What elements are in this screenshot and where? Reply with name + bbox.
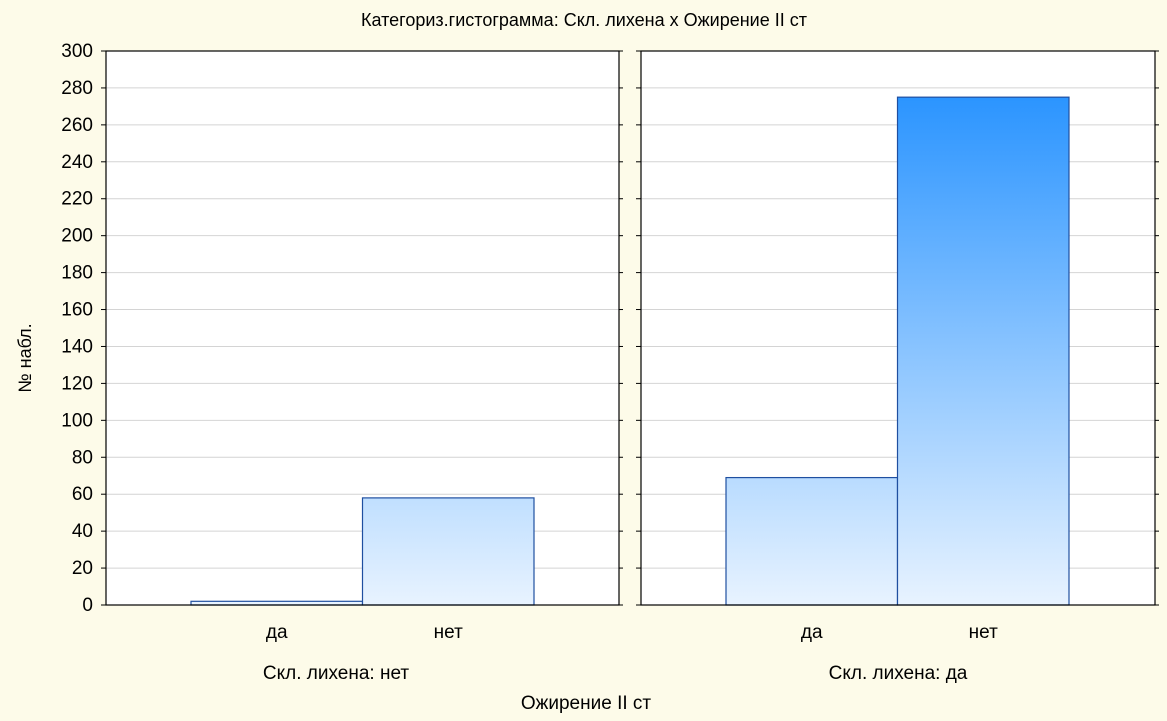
- y-axis-label: № набл.: [15, 323, 35, 392]
- x-tick-label: да: [801, 622, 823, 643]
- y-tick-label: 40: [72, 521, 93, 542]
- y-tick-label: 240: [61, 152, 93, 173]
- y-tick-label: 80: [72, 447, 93, 468]
- y-tick-label: 120: [61, 373, 93, 394]
- y-tick-label: 100: [61, 410, 93, 431]
- y-tick-label: 280: [61, 78, 93, 99]
- y-tick-label: 200: [61, 226, 93, 247]
- x-tick-label: нет: [969, 622, 998, 643]
- panel-1-frame: [105, 50, 620, 606]
- y-tick-label: 180: [61, 263, 93, 284]
- y-tick-label: 260: [61, 115, 93, 136]
- y-tick-label: 140: [61, 336, 93, 357]
- y-tick-label: 0: [82, 595, 93, 616]
- x-tick-label: нет: [434, 622, 463, 643]
- chart-title: Категориз.гистограмма: Скл. лихена x Ожи…: [361, 10, 807, 30]
- bar: [725, 476, 899, 606]
- panel-2-label: Скл. лихена: да: [829, 663, 968, 684]
- x-axis-label: Ожирение II ст: [521, 693, 652, 714]
- y-tick-label: 20: [72, 558, 93, 579]
- x-tick-label: да: [266, 622, 288, 643]
- y-tick-label: 220: [61, 189, 93, 210]
- y-tick-label: 60: [72, 484, 93, 505]
- bar: [361, 497, 535, 606]
- panel-2-frame: [640, 50, 1156, 606]
- bar: [896, 96, 1070, 606]
- y-tick-label: 160: [61, 300, 93, 321]
- panel-1-label: Скл. лихена: нет: [263, 663, 409, 684]
- y-tick-label: 300: [61, 41, 93, 62]
